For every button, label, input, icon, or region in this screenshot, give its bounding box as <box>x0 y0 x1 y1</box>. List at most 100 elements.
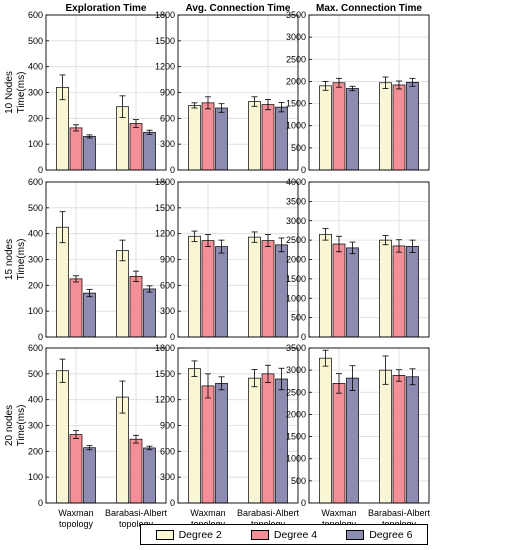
column-title-1: Avg. Connection Time <box>185 3 290 14</box>
row-ylabel-1: Time(ms) <box>16 239 27 281</box>
legend: Degree 2 Degree 4 Degree 6 <box>140 524 428 545</box>
panel-2-1-bar-s1-c1 <box>261 373 275 504</box>
panel-2-0-bar-s1-c0 <box>69 434 83 504</box>
panel-0-0-bar-s1-c0 <box>69 127 83 171</box>
panel-0-0-bar-s1-c1 <box>129 123 143 171</box>
panel-0-2-ytick-label-4: 2000 <box>286 76 306 86</box>
panel-1-2-bar-s0-c0 <box>319 233 332 338</box>
panel-0-2-bar-s2-c0 <box>346 88 359 171</box>
panel-2-1-frame <box>177 347 299 504</box>
panel-1-0-bar-s1-c1 <box>129 275 143 338</box>
panel-2-2-ytick-label-2: 1000 <box>286 454 306 464</box>
panel-2-0-bar-s1-c1 <box>129 438 143 504</box>
panel-0-1-ytick-label-2: 600 <box>160 113 175 123</box>
panel-2-0-bar-s2-c0 <box>83 447 96 504</box>
legend-item-degree-4: Degree 4 <box>250 528 318 541</box>
panel-0-2-frame <box>308 14 430 171</box>
panel-1-1-frame <box>177 181 299 338</box>
panel-1-2-bar-s2-c0 <box>346 247 359 338</box>
panel-0-2-ytick-label-3: 1500 <box>286 99 306 109</box>
panel-0-1-bar-s1-c1 <box>261 104 275 171</box>
panel-0-2-bar-s0-c0 <box>319 85 332 171</box>
panel-1-0-ytick-label-5: 500 <box>28 203 43 213</box>
panel-0-2-ytick-label-6: 3000 <box>286 32 306 42</box>
panel-1-0-bar-s2-c1 <box>143 288 156 338</box>
legend-label-degree-4: Degree 4 <box>273 528 318 541</box>
panel-1-0-ytick-label-4: 400 <box>28 229 43 239</box>
panel-1-1-ytick-label-4: 1200 <box>155 229 175 239</box>
panel-1-0-bar-s0-c1 <box>116 250 129 338</box>
panel-0-2-bar-s2-c1 <box>406 81 419 171</box>
panel-1-1-ytick-label-6: 1800 <box>155 177 175 187</box>
panel-1-2-bar-s1-c0 <box>332 243 346 338</box>
category-label-0-1-b: topology <box>119 519 154 529</box>
category-label-1-1-a: Barabasi-Albert <box>237 508 300 518</box>
row-ylabel-0: Time(ms) <box>16 72 27 114</box>
legend-swatch-degree-2 <box>155 529 174 540</box>
panel-0-2-ytick-label-7: 3500 <box>286 10 306 20</box>
panel-0-0-ytick-label-4: 400 <box>28 62 43 72</box>
panel-0-1-bar-s0-c0 <box>188 105 201 171</box>
row-label-0: 10 Nodes <box>4 71 15 114</box>
panel-0-0-ytick-label-5: 500 <box>28 36 43 46</box>
panel-2-2-ytick-label-0: 0 <box>301 498 306 508</box>
panel-2-1-ytick-label-3: 900 <box>160 421 175 431</box>
panel-0-1-bar-s0-c1 <box>248 101 261 171</box>
panel-1-2-frame <box>308 181 430 338</box>
panel-1-2-ytick-label-8: 4000 <box>286 177 306 187</box>
panel-2-2-ytick-label-3: 1500 <box>286 432 306 442</box>
panel-2-2-bar-s2-c0 <box>346 377 359 504</box>
panel-0-2-ytick-label-5: 2500 <box>286 54 306 64</box>
panel-2-0-ytick-label-1: 100 <box>28 472 43 482</box>
category-label-0-0-a: Waxman <box>58 508 93 518</box>
panel-2-0-ytick-label-5: 500 <box>28 369 43 379</box>
panel-0-2-ytick-label-2: 1000 <box>286 121 306 131</box>
panel-1-2-bar-s0-c1 <box>379 239 392 338</box>
column-title-0: Exploration Time <box>66 3 147 14</box>
panel-2-0-ytick-label-4: 400 <box>28 395 43 405</box>
column-title-2: Max. Connection Time <box>316 3 422 14</box>
panel-0-0-frame <box>45 14 167 171</box>
panel-1-2-ytick-label-6: 3000 <box>286 216 306 226</box>
panel-2-1-bar-s0-c1 <box>248 377 261 504</box>
panel-2-2-ytick-label-4: 2000 <box>286 409 306 419</box>
category-label-2-1-a: Barabasi-Albert <box>368 508 431 518</box>
panel-1-1-bar-s1-c1 <box>261 240 275 338</box>
panel-2-2-ytick-label-6: 3000 <box>286 365 306 375</box>
panel-1-0-frame <box>45 181 167 338</box>
panel-1-2-ytick-label-1: 500 <box>291 313 306 323</box>
panel-2-2-ytick-label-5: 2500 <box>286 387 306 397</box>
panel-2-1-ytick-label-2: 600 <box>160 446 175 456</box>
legend-swatch-degree-4 <box>250 529 269 540</box>
panel-2-0-ytick-label-2: 200 <box>28 446 43 456</box>
panel-0-0-ytick-label-0: 0 <box>38 165 43 175</box>
category-label-0-0-b: topology <box>59 519 94 529</box>
panel-0-0-bar-s2-c0 <box>83 136 96 171</box>
panel-1-1-bar-s2-c0 <box>215 246 228 338</box>
panel-0-1-ytick-label-6: 1800 <box>155 10 175 20</box>
panel-1-1-ytick-label-3: 900 <box>160 255 175 265</box>
panel-0-2-bar-s1-c0 <box>332 82 346 171</box>
panel-1-0-ytick-label-2: 200 <box>28 280 43 290</box>
panel-0-1-bar-s2-c0 <box>215 107 228 171</box>
category-label-1-0-a: Waxman <box>190 508 225 518</box>
legend-item-degree-6: Degree 6 <box>346 529 412 541</box>
panel-0-1-ytick-label-3: 900 <box>160 88 175 98</box>
panel-1-2-ytick-label-5: 2500 <box>286 235 306 245</box>
legend-label-degree-2: Degree 2 <box>178 528 222 541</box>
panel-1-0-ytick-label-0: 0 <box>38 332 43 342</box>
panel-2-2-frame <box>308 347 430 504</box>
row-ylabel-2: Time(ms) <box>16 405 27 447</box>
panel-0-1-frame <box>177 14 299 171</box>
panel-0-0-ytick-label-2: 200 <box>28 113 43 123</box>
panel-1-2-ytick-label-3: 1500 <box>286 274 306 284</box>
panel-1-2-ytick-label-7: 3500 <box>286 196 306 206</box>
panel-2-0-ytick-label-0: 0 <box>38 498 43 508</box>
panel-2-2-bar-s0-c1 <box>379 369 392 504</box>
panel-1-0-ytick-label-6: 600 <box>28 177 43 187</box>
panel-1-1-bar-s1-c0 <box>201 240 215 338</box>
panel-2-1-ytick-label-6: 1800 <box>155 343 175 353</box>
panel-0-1-ytick-label-1: 300 <box>160 139 175 149</box>
panel-0-1-ytick-label-5: 1500 <box>155 36 175 46</box>
legend-swatch-degree-6 <box>346 529 365 540</box>
